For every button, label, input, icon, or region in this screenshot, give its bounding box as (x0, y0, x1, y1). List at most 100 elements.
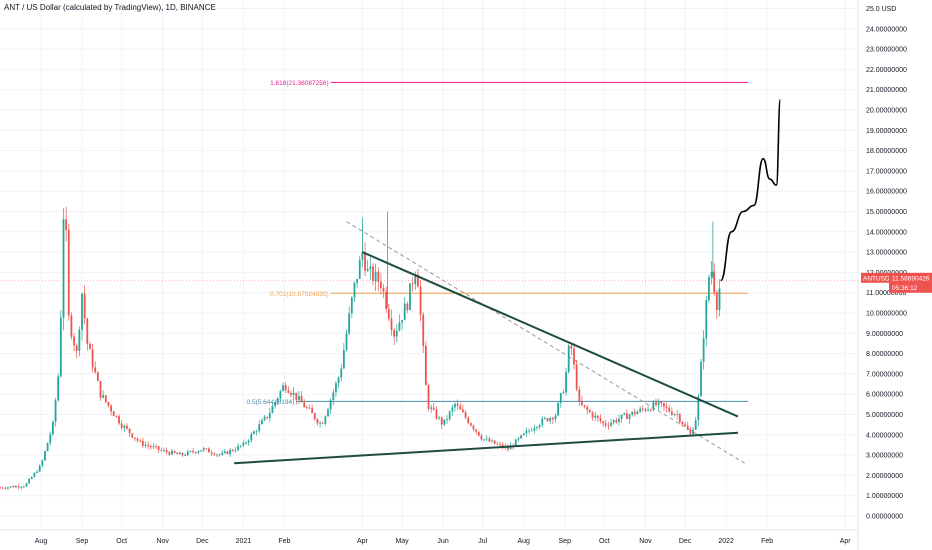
candle-body (239, 445, 242, 447)
candle-body (554, 415, 557, 420)
candle-body (604, 423, 607, 426)
candle-body (692, 429, 694, 435)
candle-body (448, 411, 451, 420)
candle-body (469, 423, 472, 426)
dashed-trend-line (346, 221, 745, 464)
price-tick-label: 19.00000000 (866, 128, 907, 135)
candle-body (660, 401, 663, 404)
candle-body (332, 392, 335, 400)
candle-body (335, 383, 337, 393)
candle-body (221, 452, 224, 455)
candle-body (46, 442, 49, 452)
candle-body (438, 417, 441, 419)
candle-body (364, 252, 366, 271)
candle-body (208, 448, 210, 453)
price-tag-value: 11.58690426 (892, 275, 930, 282)
candle-body (398, 322, 401, 331)
candle-body (652, 402, 655, 411)
candle-body (713, 271, 716, 293)
price-tick-label: 23.00000000 (866, 47, 907, 54)
candle-body (234, 450, 237, 451)
time-tick-label: Sep (76, 538, 89, 545)
candle-body (282, 385, 284, 392)
candle-body (525, 430, 528, 434)
time-tick-label: Nov (639, 538, 652, 545)
candle-body (89, 343, 91, 350)
candle-body (226, 451, 229, 454)
candle-body (467, 417, 470, 424)
candle-body (588, 410, 591, 413)
candle-body (139, 440, 142, 442)
price-tick-label: 8.00000000 (866, 351, 903, 358)
candle-body (22, 486, 25, 488)
time-tick-label: Feb (278, 538, 290, 545)
candle-body (290, 392, 292, 395)
candle-body (152, 446, 155, 448)
candle-body (602, 421, 605, 424)
candle-body (33, 472, 36, 477)
candle-body (377, 271, 380, 282)
fib-level-label: 1.618(21.36087256) (270, 80, 329, 87)
candle-body (263, 416, 266, 421)
candle-body (284, 385, 287, 391)
candle-body (319, 422, 321, 424)
price-tick-label: 7.00000000 (866, 371, 903, 378)
candle-body (419, 286, 422, 315)
candle-body (477, 431, 480, 436)
candle-body (292, 392, 295, 395)
candle-body (163, 450, 165, 451)
candle-body (689, 429, 692, 435)
candle-body (562, 392, 565, 394)
time-tick-label: Oct (599, 538, 610, 545)
candle-body (91, 349, 94, 368)
candle-body (374, 271, 377, 282)
candle-body (708, 277, 710, 301)
candle-body (123, 425, 126, 428)
candle-body (181, 452, 184, 456)
candle-body (266, 416, 269, 418)
price-tick-label: 9.00000000 (866, 331, 903, 338)
candle-body (676, 414, 679, 416)
candle-body (485, 438, 488, 440)
candle-body (247, 440, 250, 443)
candle-body (570, 345, 573, 349)
candle-body (369, 266, 372, 269)
candle-body (258, 424, 261, 432)
candle-body (141, 440, 144, 446)
candle-body (647, 409, 649, 411)
candle-body (681, 421, 684, 425)
price-tag (889, 272, 932, 293)
candle-body (594, 415, 597, 418)
candle-body (218, 454, 221, 456)
candle-body (551, 417, 554, 420)
candle-body (385, 291, 388, 309)
candle-body (295, 392, 298, 400)
candle-body (610, 422, 612, 426)
candle-body (657, 401, 660, 406)
candle-body (581, 400, 583, 406)
candle-body (30, 476, 33, 479)
candle-body (136, 438, 139, 441)
candle-body (509, 445, 512, 450)
candle-body (440, 417, 443, 425)
candle-body (223, 451, 226, 453)
candle-body (279, 391, 282, 399)
candle-body (451, 407, 454, 412)
symbol-tag (861, 272, 889, 283)
candle-body (639, 408, 642, 412)
candle-body (620, 414, 623, 419)
candle-body (684, 424, 687, 426)
candle-body (134, 437, 136, 439)
candle-body (456, 403, 459, 406)
candle-body (655, 402, 657, 406)
candle-body (202, 448, 205, 451)
candle-body (75, 345, 78, 351)
candle-body (255, 431, 258, 432)
time-tick-label: Jul (478, 538, 487, 545)
candle-body (118, 416, 120, 424)
candle-body (536, 427, 538, 429)
time-tick-label: May (395, 538, 409, 545)
price-tick-label: 4.00000000 (866, 432, 903, 439)
